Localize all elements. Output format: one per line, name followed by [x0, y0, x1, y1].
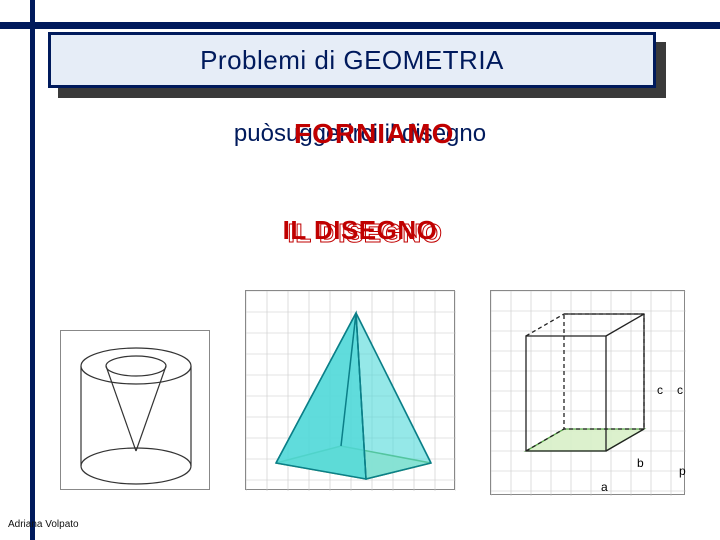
svg-text:a: a — [601, 480, 608, 494]
figure-pyramid — [245, 290, 455, 490]
svg-text:b: b — [637, 456, 644, 470]
svg-text:c: c — [657, 383, 663, 397]
svg-text:c: c — [677, 383, 683, 397]
subtitle: può suggerirci il disegno FORNIAMO — [0, 120, 720, 148]
decor-horizontal-line — [0, 22, 720, 29]
footer-author: Adriana Volpato — [8, 519, 79, 530]
subtitle-overlap: suggerirci il disegno FORNIAMO — [274, 120, 486, 148]
page-title: Problemi di GEOMETRIA — [200, 45, 504, 76]
subtitle-overlay: FORNIAMO — [294, 118, 454, 150]
decor-vertical-line — [30, 0, 35, 540]
svg-text:p: p — [679, 464, 686, 478]
figures-row: ccbpa — [60, 290, 680, 490]
figure-cylinder-cone — [60, 330, 210, 490]
figure-prism: cc b p a — [490, 290, 685, 495]
heading-text: IL DISEGNO — [283, 215, 438, 245]
section-heading: IL DISEGNO IL DISEGNO — [0, 215, 720, 246]
slide: Problemi di GEOMETRIA può suggerirci il … — [0, 0, 720, 540]
subtitle-prefix: può — [234, 120, 274, 148]
title-banner: Problemi di GEOMETRIA — [48, 32, 656, 88]
